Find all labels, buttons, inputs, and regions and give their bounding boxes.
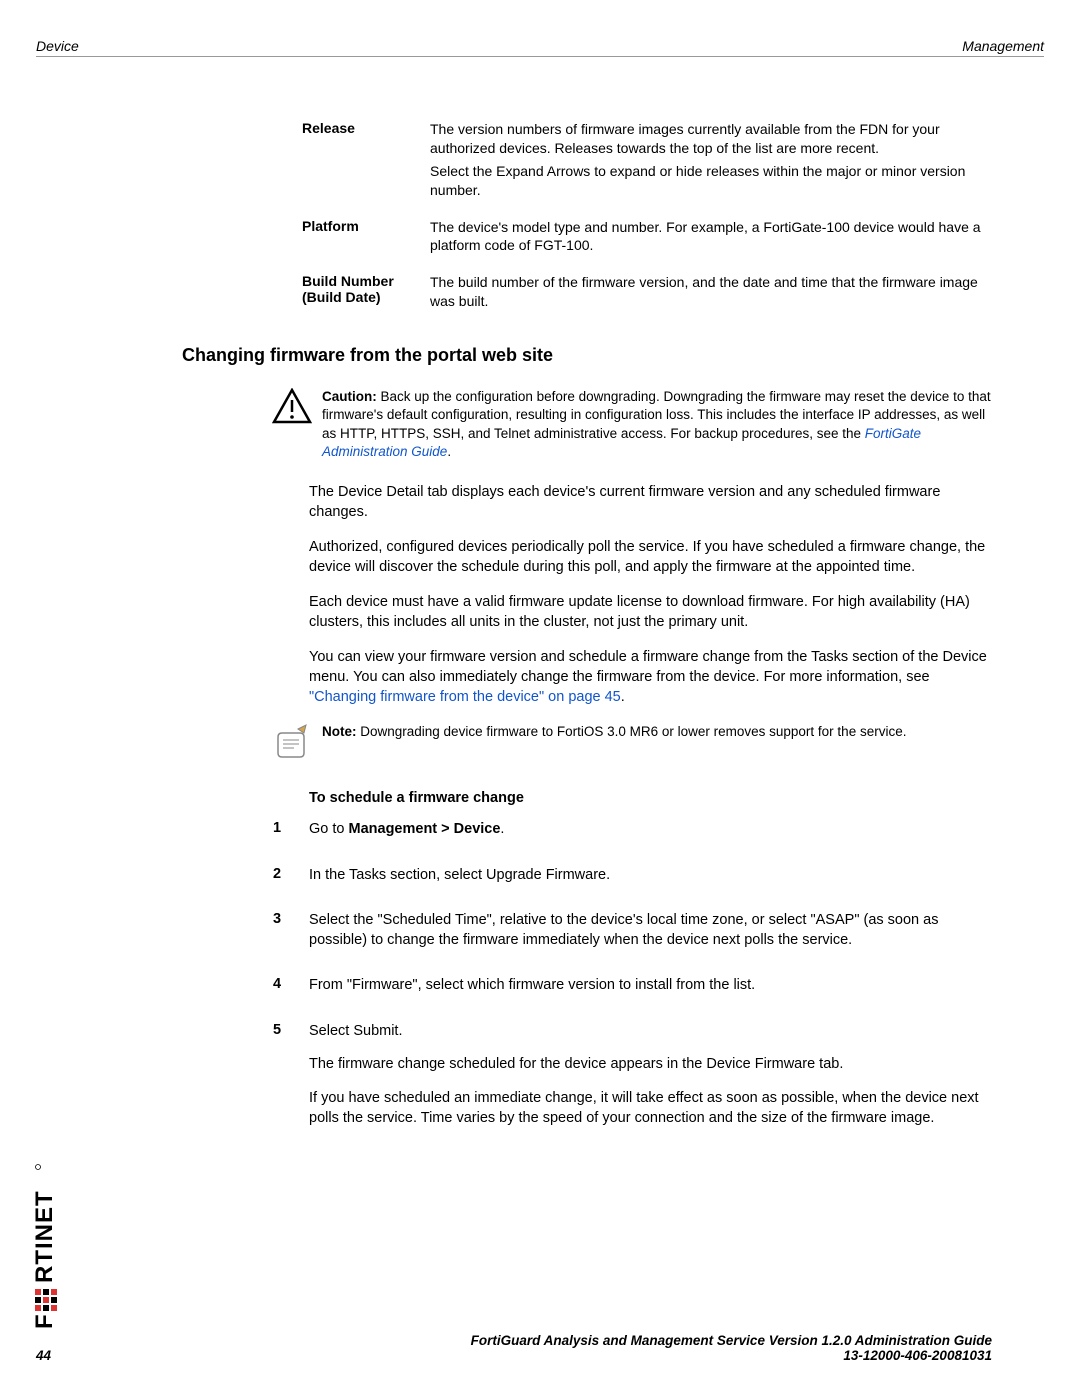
step-text: From "Firmware", select which firmware v… (309, 976, 755, 1010)
note-callout: Note: Downgrading device firmware to For… (272, 723, 992, 768)
header-left: Device (36, 38, 79, 54)
step-number: 2 (273, 866, 309, 900)
definition-description: The device's model type and number. For … (430, 218, 992, 260)
cross-reference-link[interactable]: "Changing firmware from the device" on p… (309, 689, 621, 705)
procedure-title: To schedule a firmware change (309, 790, 992, 806)
caution-callout: Caution: Back up the configuration befor… (272, 388, 992, 461)
procedure-step: 2 In the Tasks section, select Upgrade F… (273, 866, 992, 900)
definition-term: Release (302, 120, 430, 204)
definition-term: Platform (302, 218, 430, 260)
procedure-step: 1 Go to Management > Device. (273, 820, 992, 854)
note-text: Note: Downgrading device firmware to For… (322, 723, 906, 741)
step-number: 5 (273, 1022, 309, 1142)
section-heading: Changing firmware from the portal web si… (182, 345, 992, 366)
caution-icon (272, 388, 312, 429)
step-number: 3 (273, 911, 309, 964)
page-header: Device Management (36, 38, 1044, 57)
svg-text:RTINET: RTINET (32, 1190, 58, 1283)
page-footer: FortiGuard Analysis and Management Servi… (36, 1333, 992, 1363)
definition-row: Release The version numbers of firmware … (302, 120, 992, 204)
fortinet-logo: F RTINET (32, 1103, 58, 1329)
definition-row: Platform The device's model type and num… (302, 218, 992, 260)
definition-table: Release The version numbers of firmware … (302, 120, 992, 315)
caution-text: Caution: Back up the configuration befor… (322, 388, 992, 461)
note-icon (272, 723, 312, 768)
procedure-step: 4 From "Firmware", select which firmware… (273, 976, 992, 1010)
step-text: Select Submit. The firmware change sched… (309, 1022, 992, 1142)
procedure-step: 5 Select Submit. The firmware change sch… (273, 1022, 992, 1142)
page-number: 44 (36, 1348, 51, 1363)
step-number: 4 (273, 976, 309, 1010)
step-text: Go to Management > Device. (309, 820, 504, 854)
footer-line-1: FortiGuard Analysis and Management Servi… (36, 1333, 992, 1348)
body-paragraph: You can view your firmware version and s… (309, 648, 992, 707)
svg-text:F: F (32, 1313, 58, 1329)
definition-description: The version numbers of firmware images c… (430, 120, 992, 204)
body-paragraph: Authorized, configured devices periodica… (309, 538, 992, 577)
header-right: Management (962, 38, 1044, 54)
procedure-step: 3 Select the "Scheduled Time", relative … (273, 911, 992, 964)
definition-description: The build number of the firmware version… (430, 273, 992, 315)
definition-row: Build Number (Build Date) The build numb… (302, 273, 992, 315)
footer-line-2: 13-12000-406-20081031 (36, 1348, 992, 1363)
definition-term: Build Number (Build Date) (302, 273, 430, 315)
step-text: In the Tasks section, select Upgrade Fir… (309, 866, 610, 900)
page-content: Release The version numbers of firmware … (182, 120, 992, 1154)
body-paragraph: Each device must have a valid firmware u… (309, 593, 992, 632)
step-text: Select the "Scheduled Time", relative to… (309, 911, 992, 964)
step-number: 1 (273, 820, 309, 854)
body-paragraph: The Device Detail tab displays each devi… (309, 483, 992, 522)
